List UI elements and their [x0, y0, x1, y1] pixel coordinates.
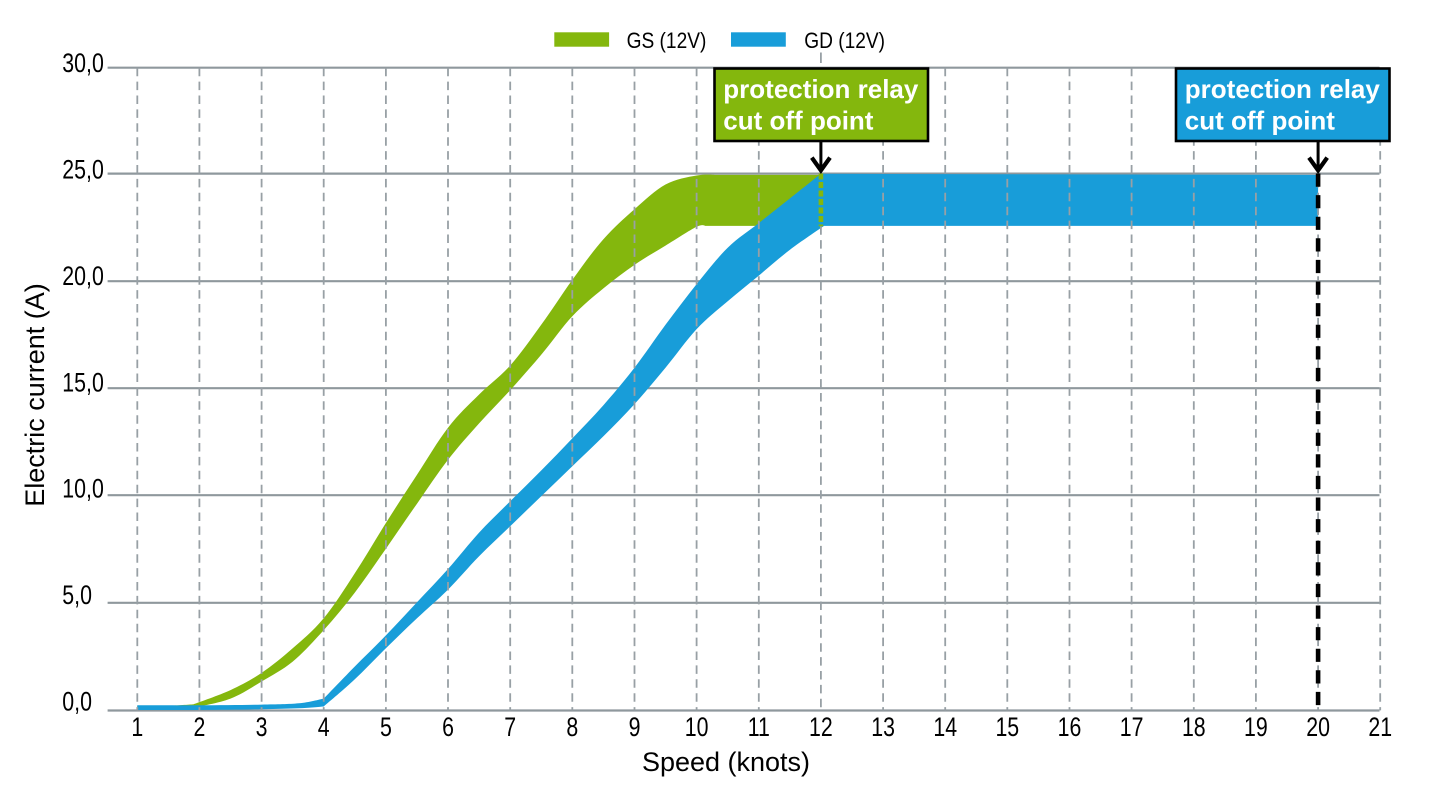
svg-text:8: 8: [566, 713, 578, 743]
svg-text:protection relay: protection relay: [723, 74, 919, 104]
svg-text:0,0: 0,0: [62, 687, 92, 717]
svg-text:15,0: 15,0: [62, 368, 104, 398]
svg-text:cut off point: cut off point: [723, 105, 874, 135]
svg-text:Speed (knots): Speed (knots): [642, 747, 810, 777]
svg-text:17: 17: [1120, 713, 1144, 743]
svg-text:1: 1: [131, 713, 143, 743]
svg-text:5,0: 5,0: [62, 581, 92, 611]
svg-text:10: 10: [685, 713, 709, 743]
svg-text:21: 21: [1368, 713, 1392, 743]
svg-text:Electric current (A): Electric current (A): [20, 283, 50, 507]
svg-text:13: 13: [871, 713, 895, 743]
svg-text:18: 18: [1182, 713, 1206, 743]
svg-text:4: 4: [318, 713, 330, 743]
svg-text:12: 12: [809, 713, 833, 743]
svg-text:2: 2: [193, 713, 205, 743]
svg-text:25,0: 25,0: [62, 155, 104, 185]
svg-text:15: 15: [995, 713, 1019, 743]
svg-text:19: 19: [1244, 713, 1268, 743]
svg-text:16: 16: [1058, 713, 1082, 743]
svg-text:cut off point: cut off point: [1185, 105, 1336, 135]
svg-text:GD (12V): GD (12V): [804, 29, 885, 54]
svg-text:20: 20: [1306, 713, 1330, 743]
svg-text:5: 5: [380, 713, 392, 743]
svg-text:7: 7: [504, 713, 516, 743]
svg-text:14: 14: [933, 713, 957, 743]
svg-text:GS (12V): GS (12V): [627, 29, 707, 54]
svg-text:6: 6: [442, 713, 454, 743]
svg-text:30,0: 30,0: [62, 49, 104, 79]
svg-text:9: 9: [629, 713, 641, 743]
svg-text:protection relay: protection relay: [1185, 74, 1381, 104]
svg-text:10,0: 10,0: [62, 474, 104, 504]
svg-text:3: 3: [256, 713, 268, 743]
svg-text:20,0: 20,0: [62, 262, 104, 292]
svg-text:11: 11: [748, 713, 770, 743]
